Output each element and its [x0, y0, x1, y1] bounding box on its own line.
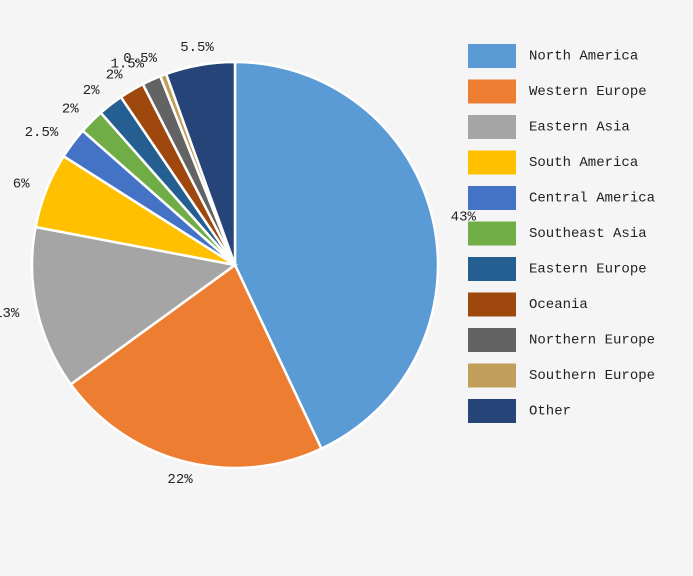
- legend-swatch: [468, 44, 516, 68]
- legend-label: Western Europe: [529, 84, 647, 100]
- legend-label: Southern Europe: [529, 368, 655, 384]
- data-label: 2%: [106, 67, 123, 83]
- legend-swatch: [468, 363, 516, 388]
- legend-swatch: [468, 115, 516, 139]
- legend-swatch: [468, 221, 516, 246]
- legend-swatch: [468, 79, 516, 104]
- legend-label: Other: [529, 404, 571, 420]
- legend-swatch: [468, 186, 516, 210]
- data-label: 43%: [451, 209, 477, 225]
- legend-swatch: [468, 292, 516, 317]
- data-label: 2%: [83, 83, 100, 99]
- data-label: 2.5%: [25, 125, 59, 141]
- legend-label: South America: [529, 155, 638, 171]
- data-label: 2%: [62, 101, 79, 117]
- pie-slice: [69, 263, 324, 470]
- legend-label: Central America: [529, 191, 655, 207]
- legend-swatch: [468, 328, 516, 352]
- legend-swatch: [468, 257, 516, 281]
- data-label: 0.5%: [123, 51, 157, 67]
- legend-swatch: [468, 399, 516, 423]
- pie-slice: [164, 60, 237, 266]
- data-label: 5.5%: [180, 40, 214, 56]
- legend-label: Eastern Europe: [529, 262, 647, 278]
- legend-swatch: [468, 150, 516, 175]
- data-label: 1.5%: [110, 56, 144, 72]
- legend-label: Oceania: [529, 297, 588, 313]
- legend-label: North America: [529, 49, 638, 65]
- pie-slice: [30, 225, 239, 387]
- legend-label: Eastern Asia: [529, 120, 630, 136]
- data-label: 22%: [167, 472, 193, 488]
- pie-slice: [233, 60, 440, 451]
- legend-label: Southeast Asia: [529, 226, 647, 242]
- data-label: 6%: [13, 176, 30, 192]
- data-label: 13%: [0, 306, 20, 322]
- legend-label: Northern Europe: [529, 333, 655, 349]
